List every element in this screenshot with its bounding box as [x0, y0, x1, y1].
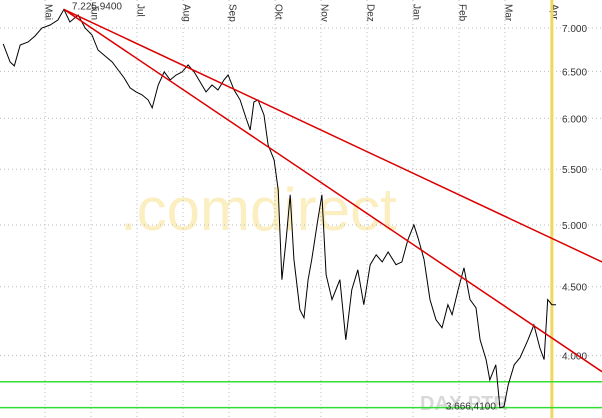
trend-line: [63, 8, 602, 263]
y-tick-label: 6.500: [562, 67, 587, 78]
x-tick-label: Okt: [272, 4, 283, 20]
x-tick-label: Jun: [88, 4, 99, 20]
x-tick-label: Feb: [456, 4, 467, 22]
peak-annotation: 7.225,9400: [72, 1, 122, 12]
y-tick-label: 4.000: [562, 352, 587, 363]
instrument-label: DAX PTR: [420, 393, 508, 415]
x-tick-label: Jan: [410, 4, 421, 20]
x-tick-label: Mar: [502, 4, 513, 22]
price-line: [2, 8, 556, 409]
y-tick-label: 4.500: [562, 283, 587, 294]
x-tick-label: Sep: [226, 4, 237, 22]
x-tick-label: Mai: [42, 4, 53, 20]
x-tick-label: Aug: [180, 4, 191, 22]
watermark: .comdirect: [120, 176, 397, 243]
x-tick-label: Apr: [548, 4, 559, 20]
x-tick-label: Jul: [134, 4, 145, 17]
y-tick-label: 6.000: [562, 114, 587, 125]
trend-line: [63, 8, 602, 373]
y-tick-label: 7.000: [562, 24, 587, 35]
x-tick-label: Dez: [364, 4, 375, 22]
low-annotation: 3.666,4100: [446, 402, 496, 413]
x-tick-label: Nov: [318, 4, 329, 22]
y-tick-label: 5.000: [562, 221, 587, 232]
y-tick-label: 5.500: [562, 165, 587, 176]
